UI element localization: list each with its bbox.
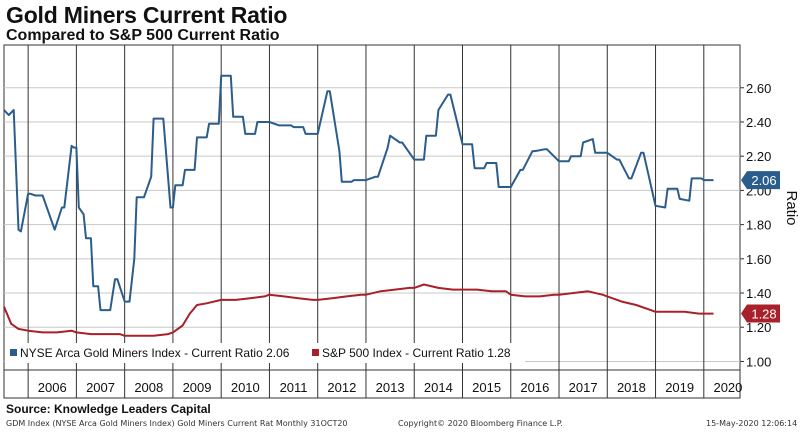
legend-entry-2: S&P 500 Index - Current Ratio 1.28	[312, 346, 511, 360]
y-tick-label: 1.80	[746, 218, 771, 233]
x-tick-label: 2010	[231, 380, 260, 395]
badge-shape	[741, 171, 780, 190]
y-axis-label: Ratio	[783, 190, 800, 225]
badge-shape	[741, 304, 780, 323]
last-value-badge-1: 2.06	[741, 171, 780, 190]
footer-copyright: Copyright© 2020 Bloomberg Finance L.P.	[398, 419, 563, 428]
x-tick-label: 2015	[472, 380, 501, 395]
grid-lines	[4, 45, 740, 370]
chart-subtitle: Compared to S&P 500 Current Ratio	[6, 27, 280, 44]
x-tick-label: 2016	[520, 380, 549, 395]
y-tick-label: 1.40	[746, 286, 771, 301]
x-tick-label: 2008	[134, 380, 163, 395]
y-tick-label: 1.20	[746, 320, 771, 335]
series-line-1	[3, 74, 714, 312]
plot-area	[3, 44, 741, 399]
footer-index-info: GDM Index (NYSE Arca Gold Miners Index) …	[6, 419, 348, 428]
legend-label: NYSE Arca Gold Miners Index - Current Ra…	[20, 346, 290, 360]
x-tick-label: 2019	[665, 380, 694, 395]
legend: NYSE Arca Gold Miners Index - Current Ra…	[5, 343, 525, 363]
y-tick-label: 2.60	[746, 81, 771, 96]
x-tick-label: 2009	[183, 380, 212, 395]
x-tick-label: 2013	[376, 380, 405, 395]
series-line-2	[3, 283, 714, 337]
x-tick-label: 2012	[327, 380, 356, 395]
x-tick-label: 2020	[713, 380, 742, 395]
x-axis: 2006 2007 2008 2009 2010 2011 2012 2013 2014 2015…	[4, 369, 742, 398]
last-value-badge-2: 1.28	[741, 304, 780, 323]
y-tick-label: 2.40	[746, 115, 771, 130]
x-tick-label: 2006	[38, 380, 67, 395]
legend-swatch	[312, 349, 319, 356]
source-note: Source: Knowledge Leaders Capital	[6, 402, 211, 416]
x-tick-label: 2011	[280, 380, 308, 395]
y-tick-label: 1.60	[746, 252, 771, 267]
badge-label: 1.28	[751, 307, 776, 322]
series-lines	[3, 74, 714, 337]
legend-box	[5, 343, 525, 363]
legend-entry-1: NYSE Arca Gold Miners Index - Current Ra…	[10, 346, 290, 360]
legend-swatch	[10, 349, 17, 356]
legend-label: S&P 500 Index - Current Ratio 1.28	[322, 346, 511, 360]
footer-timestamp: 15-May-2020 12:06:14	[706, 419, 798, 428]
x-tick-label: 2018	[617, 380, 646, 395]
y-tick-label: 1.00	[746, 354, 771, 369]
chart-title: Gold Miners Current Ratio	[6, 2, 288, 28]
x-tick-label: 2014	[424, 380, 453, 395]
x-tick-label: 2007	[86, 380, 115, 395]
x-tick-label: 2017	[569, 380, 598, 395]
badge-label: 2.06	[751, 173, 776, 188]
last-value-badges: 2.06 1.28	[741, 171, 780, 323]
y-tick-label: 2.20	[746, 149, 771, 164]
y-axis: 1.001.201.401.601.802.002.202.402.60	[740, 81, 771, 369]
